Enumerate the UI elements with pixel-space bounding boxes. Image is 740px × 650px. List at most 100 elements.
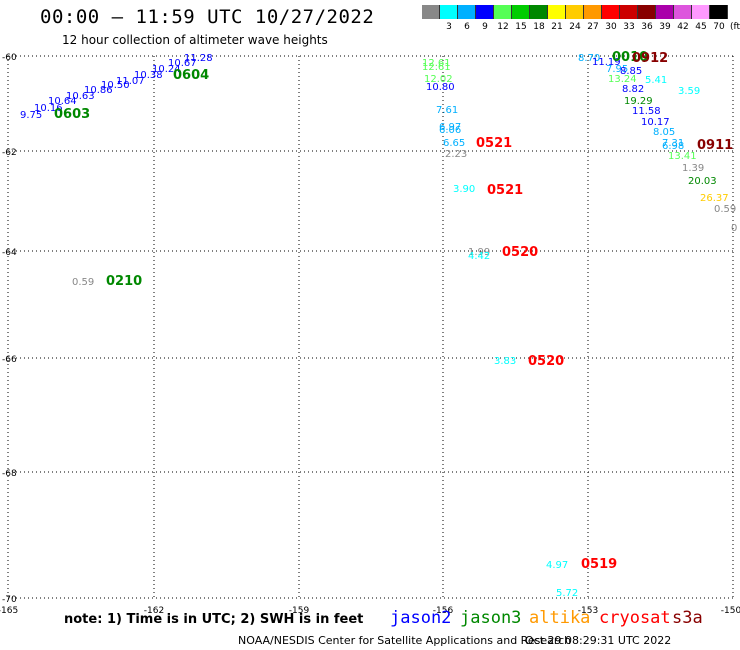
legend-label: 42 <box>677 22 689 32</box>
legend-label: 33 <box>623 22 635 32</box>
map-subtitle: 12 hour collection of altimeter wave hei… <box>62 33 328 47</box>
wave-height-value: 11.19 <box>592 57 621 68</box>
legend-swatch <box>602 5 620 19</box>
legend-swatch <box>440 5 458 19</box>
legend-label: 70 <box>713 22 725 32</box>
wave-height-value: 10.38 <box>134 70 163 81</box>
lon-tick-label: -162 <box>144 606 164 616</box>
wave-height-value: 12.02 <box>424 74 453 85</box>
wave-height-value: 0.59 <box>714 204 736 215</box>
legend-swatch <box>584 5 602 19</box>
wave-height-value: 8.82 <box>622 84 644 95</box>
credit-line: NOAA/NESDIS Center for Satellite Applica… <box>238 634 572 647</box>
wave-height-value: 8.05 <box>653 127 675 138</box>
legend-label: 36 <box>641 22 653 32</box>
wave-height-value: 3.59 <box>678 86 700 97</box>
wave-height-value: 10.86 <box>84 85 113 96</box>
wave-height-value: 3.90 <box>453 184 475 195</box>
wave-height-value: 9.75 <box>20 110 42 121</box>
wave-height-value: 0.59 <box>72 277 94 288</box>
legend-swatch <box>494 5 512 19</box>
wave-height-value: 10.80 <box>426 82 455 93</box>
wave-height-value: 10.64 <box>48 96 77 107</box>
legend-label: 27 <box>587 22 599 32</box>
wave-height-value: 6.97 <box>439 122 461 133</box>
wave-height-value: 20.03 <box>688 176 717 187</box>
wave-height-value: 8.85 <box>620 66 642 77</box>
pass-time-label: 0520 <box>502 245 538 260</box>
legend-swatch <box>512 5 530 19</box>
wave-height-value: 13.24 <box>608 74 637 85</box>
lon-tick-label: -159 <box>289 606 310 616</box>
legend-swatch <box>620 5 638 19</box>
legend-label: 12 <box>497 22 509 32</box>
wave-height-value: 11.58 <box>632 106 661 117</box>
legend-label: 6 <box>464 22 470 32</box>
wave-height-value: 4.42 <box>468 251 490 262</box>
footer-note: note: 1) Time is in UTC; 2) SWH is in fe… <box>64 612 364 627</box>
wave-height-value: 4.97 <box>546 560 568 571</box>
legend-swatch <box>674 5 692 19</box>
satellite-cryosat: cryosat <box>599 608 671 628</box>
wave-height-value: 10.17 <box>641 117 670 128</box>
lat-tick-label: -66 <box>2 355 17 365</box>
legend-swatch <box>476 5 494 19</box>
lat-tick-label: -68 <box>2 469 17 479</box>
satellite-s3a: s3a <box>672 608 703 628</box>
legend-label: 39 <box>659 22 671 32</box>
lat-tick-label: -62 <box>2 148 17 158</box>
legend-swatch <box>656 5 674 19</box>
satellite-altika: altika <box>529 608 591 628</box>
lon-tick-label: -156 <box>433 606 454 616</box>
legend-label: 15 <box>515 22 527 32</box>
legend-swatch <box>530 5 548 19</box>
pass-time-label: 0520 <box>528 354 564 369</box>
legend-label: 21 <box>551 22 563 32</box>
lat-tick-label: -60 <box>2 53 17 63</box>
pass-time-label: 0210 <box>106 274 142 289</box>
pass-time-label: 0521 <box>487 183 523 198</box>
wave-height-value: 6.98 <box>662 141 684 152</box>
wave-height-value: 7.61 <box>436 105 458 116</box>
wave-height-value: 10.50 <box>101 80 130 91</box>
lon-tick-label: -153 <box>578 606 598 616</box>
legend-swatch <box>710 5 728 19</box>
wave-height-value: 13.41 <box>668 151 697 162</box>
wave-height-value: 7.31 <box>662 138 684 149</box>
lat-tick-label: -64 <box>2 248 17 258</box>
wave-height-value: 2.23 <box>445 149 467 160</box>
pass-time-label: 0010 <box>612 50 648 65</box>
wave-height-value: 10.24 <box>152 64 181 75</box>
pass-time-label: 0519 <box>581 557 617 572</box>
legend-swatch <box>692 5 710 19</box>
lon-tick-label: -150 <box>721 606 740 616</box>
wave-height-value: 5.41 <box>645 75 667 86</box>
wave-height-value: 10.63 <box>66 91 95 102</box>
wave-height-value: 12.61 <box>422 62 451 73</box>
wave-height-value: 5.72 <box>556 588 578 599</box>
wave-height-value: 1.39 <box>682 163 704 174</box>
legend-label: 18 <box>533 22 545 32</box>
wave-height-value: 11.07 <box>116 76 145 87</box>
pass-time-label: 0912 <box>632 51 668 66</box>
pass-time-label: 0603 <box>54 107 90 122</box>
lat-tick-label: -70 <box>2 595 17 605</box>
wave-height-value: 19.29 <box>624 96 653 107</box>
legend-swatch <box>548 5 566 19</box>
lon-tick-label: -165 <box>0 606 18 616</box>
legend-label: 45 <box>695 22 707 32</box>
satellite-jason2: jason2 <box>390 608 452 628</box>
legend-label: 3 <box>446 22 452 32</box>
pass-time-label: 0521 <box>476 136 512 151</box>
pass-time-label: 0911 <box>697 138 733 153</box>
legend-label: 9 <box>482 22 488 32</box>
wave-height-value: 11.28 <box>184 53 213 64</box>
legend-label: 24 <box>569 22 581 32</box>
legend-unit: (ft) <box>730 22 740 32</box>
wave-height-value: 26.37 <box>700 193 729 204</box>
wave-height-value: 7.95 <box>606 64 628 75</box>
satellite-jason3: jason3 <box>460 608 522 628</box>
legend-swatch <box>638 5 656 19</box>
